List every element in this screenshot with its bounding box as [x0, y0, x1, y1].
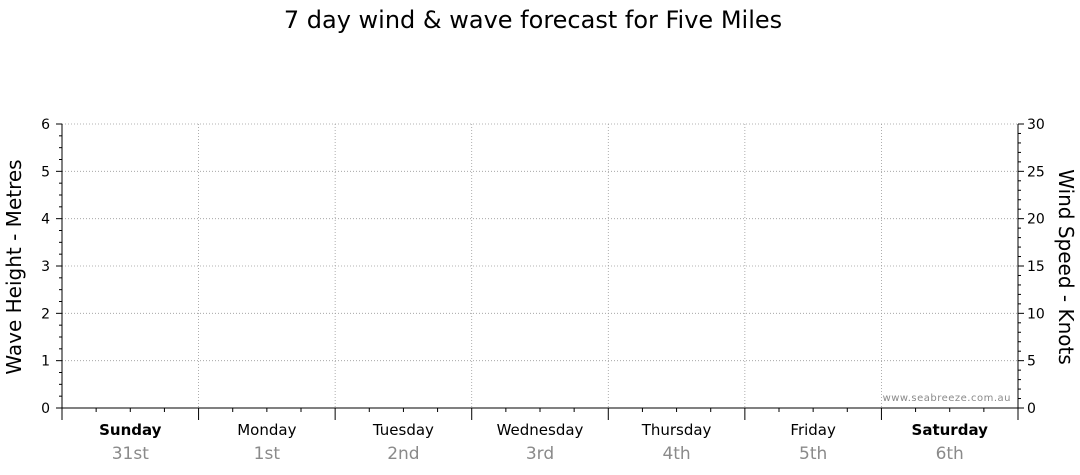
- day-date-label: 2nd: [387, 444, 419, 464]
- left-tick-label: 6: [41, 117, 50, 133]
- watermark: www.seabreeze.com.au: [883, 393, 1011, 404]
- day-name-label: Monday: [237, 421, 296, 439]
- right-axis-title: Wind Speed - Knots: [1054, 169, 1078, 365]
- right-tick-label: 30: [1027, 117, 1045, 133]
- day-date-label: 4th: [662, 444, 690, 464]
- day-name-label: Thursday: [641, 421, 712, 439]
- day-name-label: Tuesday: [372, 421, 434, 439]
- right-tick-label: 5: [1027, 354, 1036, 370]
- right-tick-label: 10: [1027, 306, 1045, 322]
- left-y-ticks: 0 1 2 3 4 5 6: [41, 117, 62, 417]
- right-tick-label: 25: [1027, 164, 1045, 180]
- right-y-ticks: 0 5 10 15 20 25 30: [1018, 117, 1045, 417]
- left-tick-label: 4: [41, 212, 50, 228]
- left-tick-label: 3: [41, 259, 50, 275]
- day-name-label: Wednesday: [497, 421, 584, 439]
- day-name-label: Friday: [790, 421, 836, 439]
- grid-lines: [62, 123, 1018, 408]
- left-tick-label: 2: [41, 306, 50, 322]
- chart-title: 7 day wind & wave forecast for Five Mile…: [284, 6, 782, 34]
- day-name-label: Saturday: [912, 421, 989, 439]
- left-tick-label: 1: [41, 354, 50, 370]
- day-date-label: 31st: [112, 444, 149, 464]
- day-name-label: Sunday: [99, 421, 162, 439]
- day-date-label: 5th: [799, 444, 827, 464]
- right-tick-label: 20: [1027, 212, 1045, 228]
- left-axis-title: Wave Height - Metres: [2, 159, 26, 374]
- axes: [61, 124, 1019, 420]
- right-tick-label: 0: [1027, 401, 1036, 417]
- left-tick-label: 0: [41, 401, 50, 417]
- day-date-label: 6th: [936, 444, 964, 464]
- right-tick-label: 15: [1027, 259, 1045, 275]
- day-date-label: 1st: [254, 444, 281, 464]
- day-date-label: 3rd: [526, 444, 554, 464]
- day-labels: Sunday 31st Monday 1st Tuesday 2nd Wednesday 3r…: [99, 421, 988, 464]
- left-tick-label: 5: [41, 164, 50, 180]
